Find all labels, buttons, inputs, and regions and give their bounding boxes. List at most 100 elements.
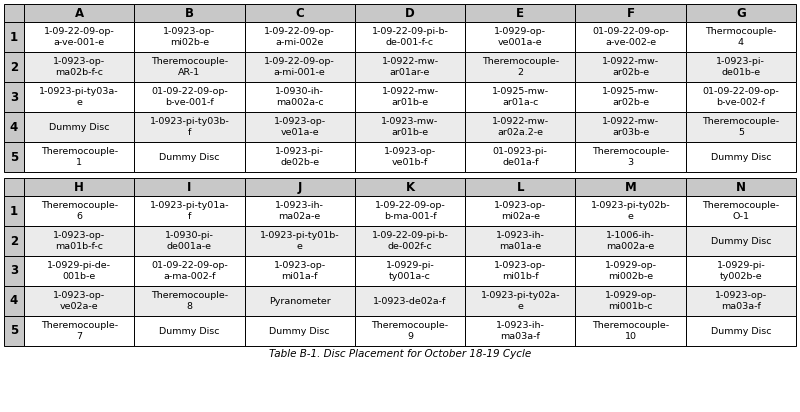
Text: G: G	[736, 7, 746, 19]
Text: E: E	[516, 7, 524, 19]
Text: 1-0923-op-
mi02b-e: 1-0923-op- mi02b-e	[163, 27, 215, 47]
Bar	[465, 82, 575, 112]
Bar	[355, 82, 465, 112]
Text: 1-09-22-09-op-
a-mi-002e: 1-09-22-09-op- a-mi-002e	[264, 27, 335, 47]
Text: 1-0923-op-
ve02a-e: 1-0923-op- ve02a-e	[53, 291, 106, 311]
Bar	[686, 226, 796, 256]
Bar	[575, 22, 686, 52]
Text: 1-0929-op-
ve001a-e: 1-0929-op- ve001a-e	[494, 27, 546, 47]
Bar	[24, 178, 134, 196]
Text: Dummy Disc: Dummy Disc	[710, 236, 771, 246]
Bar	[245, 286, 355, 316]
Bar	[134, 286, 245, 316]
Bar	[355, 256, 465, 286]
Bar	[245, 112, 355, 142]
Bar	[465, 112, 575, 142]
Bar	[134, 82, 245, 112]
Text: J: J	[298, 180, 302, 194]
Bar	[245, 178, 355, 196]
Text: H: H	[74, 180, 84, 194]
Text: Theremocouple-
5: Theremocouple- 5	[702, 117, 779, 137]
Bar	[465, 52, 575, 82]
Bar	[4, 286, 24, 316]
Bar	[245, 226, 355, 256]
Bar	[686, 286, 796, 316]
Bar	[686, 142, 796, 172]
Text: 5: 5	[10, 325, 18, 337]
Text: Theremocouple-
6: Theremocouple- 6	[41, 201, 118, 221]
Text: 1-0923-pi-
de02b-e: 1-0923-pi- de02b-e	[275, 147, 324, 167]
Text: Pyranometer: Pyranometer	[269, 297, 330, 306]
Bar	[686, 178, 796, 196]
Text: 1-0929-pi-de-
001b-e: 1-0929-pi-de- 001b-e	[47, 261, 111, 281]
Bar	[465, 226, 575, 256]
Bar	[355, 196, 465, 226]
Bar	[4, 178, 24, 196]
Text: B: B	[185, 7, 194, 19]
Text: 1-0923-pi-ty03a-
e: 1-0923-pi-ty03a- e	[39, 87, 119, 107]
Bar	[465, 4, 575, 22]
Bar	[24, 196, 134, 226]
Text: 01-09-22-09-op-
a-ve-002-e: 01-09-22-09-op- a-ve-002-e	[592, 27, 669, 47]
Bar	[4, 112, 24, 142]
Bar	[4, 22, 24, 52]
Text: 1-09-22-09-pi-b-
de-001-f-c: 1-09-22-09-pi-b- de-001-f-c	[371, 27, 449, 47]
Text: 1-1006-ih-
ma002a-e: 1-1006-ih- ma002a-e	[606, 231, 655, 251]
Text: Theremocouple-
7: Theremocouple- 7	[41, 321, 118, 341]
Bar	[4, 196, 24, 226]
Bar	[134, 52, 245, 82]
Bar	[575, 4, 686, 22]
Text: 1-0923-ih-
ma03a-f: 1-0923-ih- ma03a-f	[496, 321, 545, 341]
Text: 1-0923-op-
ve01b-f: 1-0923-op- ve01b-f	[384, 147, 436, 167]
Text: 4: 4	[10, 120, 18, 133]
Bar	[134, 196, 245, 226]
Text: 1: 1	[10, 204, 18, 218]
Text: 3: 3	[10, 91, 18, 103]
Text: 5: 5	[10, 150, 18, 164]
Bar	[4, 256, 24, 286]
Text: 1-0922-mw-
ar01b-e: 1-0922-mw- ar01b-e	[382, 87, 438, 107]
Bar	[686, 82, 796, 112]
Bar	[355, 142, 465, 172]
Text: Dummy Disc: Dummy Disc	[710, 326, 771, 335]
Text: 1-0923-op-
mi01a-f: 1-0923-op- mi01a-f	[274, 261, 326, 281]
Text: 1-0923-op-
ma03a-f: 1-0923-op- ma03a-f	[714, 291, 767, 311]
Text: 1-0922-mw-
ar01ar-e: 1-0922-mw- ar01ar-e	[382, 57, 438, 77]
Bar	[355, 4, 465, 22]
Bar	[134, 112, 245, 142]
Bar	[245, 316, 355, 346]
Text: Theremocouple-
8: Theremocouple- 8	[151, 291, 228, 311]
Bar	[465, 142, 575, 172]
Bar	[575, 82, 686, 112]
Text: 1-09-22-09-op-
b-ma-001-f: 1-09-22-09-op- b-ma-001-f	[374, 201, 446, 221]
Bar	[24, 112, 134, 142]
Bar	[245, 4, 355, 22]
Text: 1: 1	[10, 30, 18, 44]
Text: Theremocouple-
1: Theremocouple- 1	[41, 147, 118, 167]
Text: 1-0923-op-
ma01b-f-c: 1-0923-op- ma01b-f-c	[53, 231, 106, 251]
Bar	[245, 142, 355, 172]
Text: 1-0923-pi-ty02b-
e: 1-0923-pi-ty02b- e	[590, 201, 670, 221]
Bar	[465, 286, 575, 316]
Text: L: L	[517, 180, 524, 194]
Text: 1-0923-op-
ma02b-f-c: 1-0923-op- ma02b-f-c	[53, 57, 106, 77]
Bar	[355, 226, 465, 256]
Text: Dummy Disc: Dummy Disc	[49, 122, 110, 131]
Bar	[245, 22, 355, 52]
Text: D: D	[405, 7, 415, 19]
Bar	[24, 142, 134, 172]
Text: 1-0929-pi-
ty002b-e: 1-0929-pi- ty002b-e	[717, 261, 766, 281]
Text: A: A	[74, 7, 84, 19]
Bar	[4, 4, 24, 22]
Text: 1-0923-ih-
ma01a-e: 1-0923-ih- ma01a-e	[496, 231, 545, 251]
Text: 01-09-22-09-op-
a-ma-002-f: 01-09-22-09-op- a-ma-002-f	[151, 261, 228, 281]
Text: M: M	[625, 180, 637, 194]
Bar	[355, 22, 465, 52]
Text: 01-09-22-09-op-
b-ve-002-f: 01-09-22-09-op- b-ve-002-f	[702, 87, 779, 107]
Text: Theremocouple-
3: Theremocouple- 3	[592, 147, 669, 167]
Bar	[134, 256, 245, 286]
Text: F: F	[626, 7, 634, 19]
Bar	[355, 286, 465, 316]
Bar	[24, 286, 134, 316]
Bar	[245, 256, 355, 286]
